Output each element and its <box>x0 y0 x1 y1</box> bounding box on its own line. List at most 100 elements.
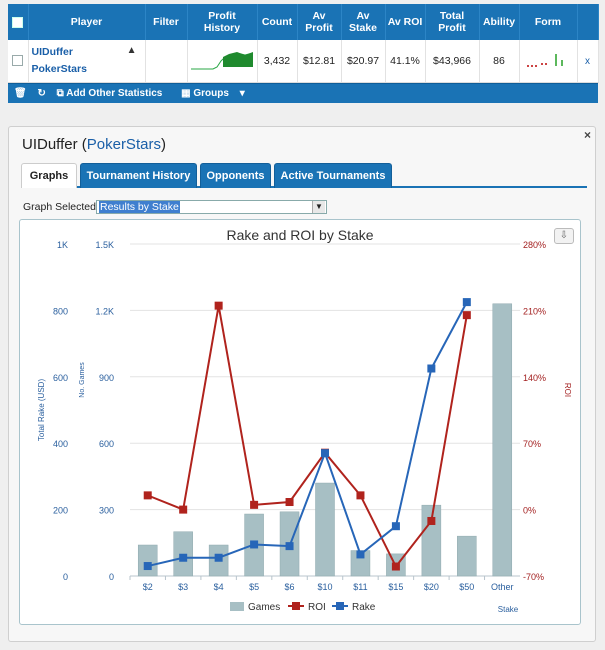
chart-svg: Rake and ROI by Stake 0 200 400 600 800 1K 0 300… <box>37 227 572 614</box>
rake-point <box>391 522 400 531</box>
av-stake-cell: $20.97 <box>341 40 386 83</box>
col-header-av-profit[interactable]: Av Profit <box>297 4 342 40</box>
rake-point <box>143 562 152 571</box>
select-all-checkbox[interactable] <box>12 16 24 28</box>
player-detail-panel: UIDuffer (PokerStars) × Graphs Tournamen… <box>8 126 596 642</box>
legend-games-swatch <box>230 602 244 611</box>
tab-active-tournaments[interactable]: Active Tournaments <box>274 163 392 188</box>
col-header-form[interactable]: Form <box>519 4 578 40</box>
select-all-checkbox-cell[interactable] <box>8 4 29 40</box>
panel-title-open-paren: ( <box>81 136 87 153</box>
x-axis-label: Stake <box>498 605 519 614</box>
roi-axis-tick: 0% <box>523 506 536 516</box>
groups-label: Groups <box>193 87 229 99</box>
col-header-av-stake[interactable]: Av Stake <box>341 4 386 40</box>
x-tick-label: $3 <box>178 582 188 592</box>
rake-roi-chart: Rake and ROI by Stake 0 200 400 600 800 1K 0 300… <box>19 219 581 625</box>
player-type-icon: ▲ <box>126 45 137 56</box>
games-axis-tick: 300 <box>99 506 114 516</box>
roi-point <box>179 505 188 514</box>
groups-dropdown[interactable]: ▦ Groups ▾ <box>181 87 245 99</box>
rake-axis-label: Total Rake (USD) <box>37 379 46 442</box>
x-tick-label: $2 <box>143 582 153 592</box>
rake-point <box>321 449 329 458</box>
rake-axis-tick: 800 <box>53 306 68 316</box>
roi-axis-tick: 70% <box>523 439 541 449</box>
table-row[interactable]: UIDuffer PokerStars ▲ 3,432 $12.81 $20.9… <box>8 40 599 83</box>
games-axis-tick: 1.5K <box>95 240 114 250</box>
count-cell: 3,432 <box>257 40 298 83</box>
games-axis-label: No. Games <box>79 362 86 398</box>
legend-rake-label: Rake <box>352 602 376 613</box>
profit-history-sparkline <box>187 40 258 83</box>
games-bar <box>457 535 477 577</box>
roi-point <box>285 498 294 507</box>
add-other-statistics-button[interactable]: ⧉ Add Other Statistics <box>56 87 163 99</box>
x-tick-label: $15 <box>388 582 403 592</box>
col-header-count[interactable]: Count <box>257 4 298 40</box>
rake-axis-tick: 0 <box>63 572 68 582</box>
legend-roi-swatch <box>292 602 300 610</box>
roi-axis-tick: 140% <box>523 373 546 383</box>
chart-export-icon[interactable]: ⇩ <box>554 228 574 244</box>
games-axis-tick: 900 <box>99 373 114 383</box>
panel-title: UIDuffer (PokerStars) <box>22 136 166 153</box>
col-header-player[interactable]: Player <box>28 4 146 40</box>
player-name-link[interactable]: UIDuffer <box>31 45 73 58</box>
panel-player-site[interactable]: PokerStars <box>86 136 161 153</box>
x-tick-label: $6 <box>285 582 295 592</box>
form-sparkline-graphic <box>526 54 563 68</box>
roi-point <box>250 500 259 509</box>
rake-point <box>214 553 223 562</box>
x-tick-label: $11 <box>353 582 367 592</box>
roi-point <box>427 516 436 525</box>
rake-axis-tick: 200 <box>53 506 68 516</box>
games-bar <box>421 504 442 577</box>
col-header-actions <box>577 4 599 40</box>
graph-selected-label: Graph Selected: <box>23 201 99 213</box>
rake-point <box>179 553 188 562</box>
tab-graphs[interactable]: Graphs <box>21 163 77 188</box>
roi-point <box>462 311 471 320</box>
filter-cell <box>145 40 188 83</box>
graph-select-dropdown[interactable]: Results by Stake ▼ <box>96 200 327 214</box>
player-site-link[interactable]: PokerStars <box>31 62 87 75</box>
chart-title: Rake and ROI by Stake <box>226 227 373 243</box>
panel-tabs: Graphs Tournament History Opponents Acti… <box>21 163 587 188</box>
col-header-ability[interactable]: Ability <box>479 4 520 40</box>
total-profit-cell: $43,966 <box>425 40 480 83</box>
tab-opponents[interactable]: Opponents <box>200 163 271 188</box>
roi-axis-tick: 210% <box>523 306 546 316</box>
player-stats-table: Player Filter Profit History Count Av Pr… <box>8 4 599 103</box>
col-header-av-roi[interactable]: Av ROI <box>385 4 426 40</box>
games-bar <box>315 482 335 577</box>
col-header-total-profit[interactable]: Total Profit <box>425 4 480 40</box>
panel-title-close-paren: ) <box>160 136 166 153</box>
rake-point <box>250 540 259 549</box>
games-bar <box>492 303 513 577</box>
panel-close-icon[interactable]: × <box>583 128 591 142</box>
games-axis-tick: 600 <box>99 439 114 449</box>
games-bar <box>137 544 158 577</box>
roi-line <box>147 305 468 569</box>
games-axis-tick: 1.2K <box>95 306 114 316</box>
roi-point <box>143 491 152 500</box>
rake-point <box>285 542 294 551</box>
legend-games-label: Games <box>248 602 280 613</box>
profit-history-sparkline-graphic <box>190 52 253 70</box>
player-cell[interactable]: UIDuffer PokerStars ▲ <box>28 40 146 83</box>
row-checkbox[interactable] <box>12 55 24 67</box>
remove-player-cell[interactable]: x <box>577 40 599 83</box>
roi-axis-tick: 280% <box>523 240 546 250</box>
x-tick-label: Other <box>491 582 514 592</box>
x-tick-label: $4 <box>214 582 224 592</box>
table-toolbar: 🗑 ↻ ⧉ Add Other Statistics ▦ Groups ▾ <box>8 82 598 103</box>
refresh-icon[interactable]: ↻ <box>37 87 46 99</box>
tab-tournament-history[interactable]: Tournament History <box>80 163 197 188</box>
col-header-profit-history[interactable]: Profit History <box>187 4 258 40</box>
col-header-filter[interactable]: Filter <box>145 4 188 40</box>
row-checkbox-cell[interactable] <box>8 40 29 83</box>
chevron-down-icon[interactable]: ▼ <box>312 201 325 213</box>
delete-icon[interactable]: 🗑 <box>14 87 27 99</box>
remove-player-link[interactable]: x <box>585 55 590 67</box>
